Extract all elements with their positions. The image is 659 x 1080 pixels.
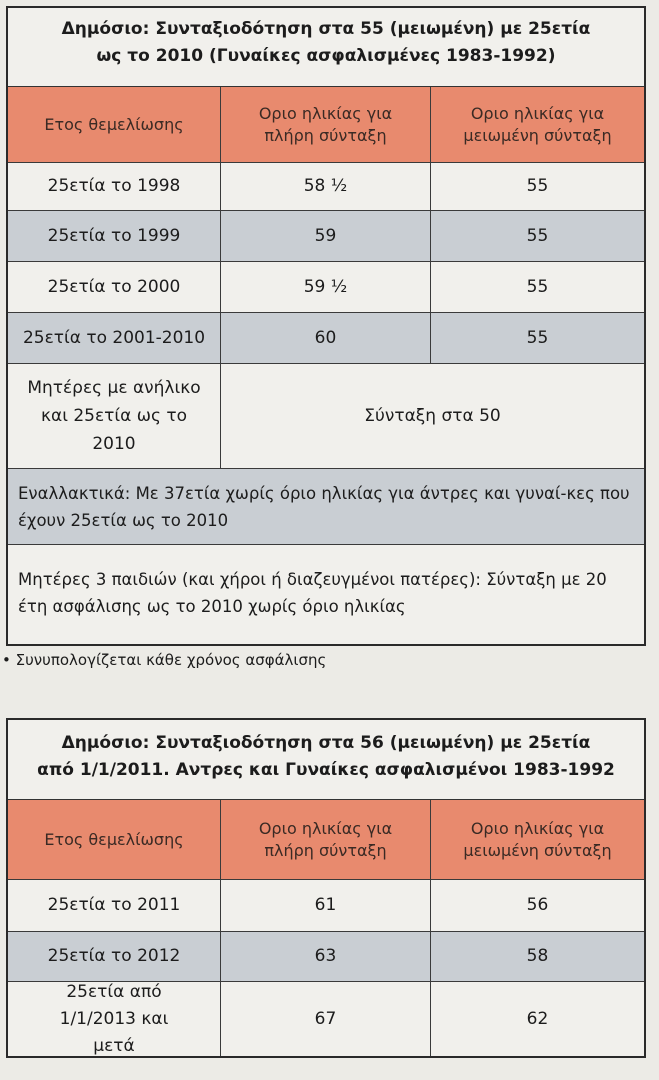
title-line-1: Δημόσιο: Συνταξιοδότηση στα 55 (μειωμένη…	[61, 19, 591, 39]
header-row: Ετος θεμελίωσης Οριο ηλικίας για πλήρη σ…	[8, 87, 644, 163]
row-reduced-age: 58	[526, 946, 549, 966]
row-label: 25ετία το 1999	[8, 211, 221, 261]
table-title: Δημόσιο: Συνταξιοδότηση στα 55 (μειωμένη…	[8, 8, 644, 87]
header-foundation-year: Ετος θεμελίωσης	[8, 800, 221, 879]
header-full-pension-age: Οριο ηλικίας για πλήρη σύνταξη	[221, 87, 431, 162]
mothers-value: Σύνταξη στα 50	[364, 405, 501, 426]
alternative-note-row: Εναλλακτικά: Με 37ετία χωρίς όριο ηλικία…	[8, 469, 644, 545]
mothers-label: Μητέρες με ανήλικο και 25ετία ως το 2010	[8, 364, 221, 468]
three-children-row: Μητέρες 3 παιδιών (και χήροι ή διαζευγμέ…	[8, 545, 644, 641]
row-full-age: 59	[221, 211, 431, 261]
table-row: 25ετία από 1/1/2013 και μετά 67 62	[8, 982, 644, 1056]
alternative-note: Εναλλακτικά: Με 37ετία χωρίς όριο ηλικία…	[18, 483, 630, 530]
header-row: Ετος θεμελίωσης Οριο ηλικίας για πλήρη σ…	[8, 800, 644, 880]
row-full-age: 60	[221, 313, 431, 363]
table-row: 25ετία το 2012 63 58	[8, 932, 644, 982]
mothers-row: Μητέρες με ανήλικο και 25ετία ως το 2010…	[8, 364, 644, 469]
row-reduced-age: 62	[526, 1008, 549, 1029]
three-children-note: Μητέρες 3 παιδιών (και χήροι ή διαζευγμέ…	[18, 570, 607, 616]
table-row: 25ετία το 2001-2010 60 55	[8, 313, 644, 364]
row-reduced-age: 55	[526, 276, 549, 297]
row-label: 25ετία το 2000	[8, 262, 221, 312]
row-label: 25ετία το 2001-2010	[8, 313, 221, 363]
header-foundation-year: Ετος θεμελίωσης	[8, 87, 221, 162]
row-full-age: 59 ½	[221, 262, 431, 312]
row-label: 25ετία το 1998	[8, 163, 221, 210]
row-full-age: 67	[221, 982, 431, 1056]
footnote: • Συνυπολογίζεται κάθε χρόνος ασφάλισης	[2, 651, 327, 669]
table-row: 25ετία το 2000 59 ½ 55	[8, 262, 644, 313]
table-title: Δημόσιο: Συνταξιοδότηση στα 56 (μειωμένη…	[8, 720, 644, 800]
row-label: 25ετία από 1/1/2013 και μετά	[8, 982, 221, 1056]
row-reduced-age: 55	[526, 225, 549, 246]
row-reduced-age: 55	[526, 176, 549, 196]
row-reduced-age: 56	[526, 895, 549, 915]
header-reduced-pension-age: Οριο ηλικίας για μειωμένη σύνταξη	[463, 103, 612, 145]
title-line-1: Δημόσιο: Συνταξιοδότηση στα 56 (μειωμένη…	[61, 733, 591, 753]
row-reduced-age: 55	[526, 327, 549, 348]
table-row: 25ετία το 2011 61 56	[8, 880, 644, 932]
title-line-2: ως το 2010 (Γυναίκες ασφαλισμένες 1983-1…	[96, 46, 556, 66]
row-full-age: 61	[221, 880, 431, 931]
row-full-age: 58 ½	[221, 163, 431, 210]
row-full-age: 63	[221, 932, 431, 981]
pension-table-56: Δημόσιο: Συνταξιοδότηση στα 56 (μειωμένη…	[6, 718, 646, 1058]
table-row: 25ετία το 1998 58 ½ 55	[8, 163, 644, 211]
row-label: 25ετία το 2012	[8, 932, 221, 981]
table-row: 25ετία το 1999 59 55	[8, 211, 644, 262]
header-reduced-pension-age: Οριο ηλικίας για μειωμένη σύνταξη	[463, 818, 612, 860]
pension-table-55: Δημόσιο: Συνταξιοδότηση στα 55 (μειωμένη…	[6, 6, 646, 646]
header-full-pension-age: Οριο ηλικίας για πλήρη σύνταξη	[221, 800, 431, 879]
title-line-2: από 1/1/2011. Αντρες και Γυναίκες ασφαλι…	[37, 760, 615, 780]
row-label: 25ετία το 2011	[8, 880, 221, 931]
